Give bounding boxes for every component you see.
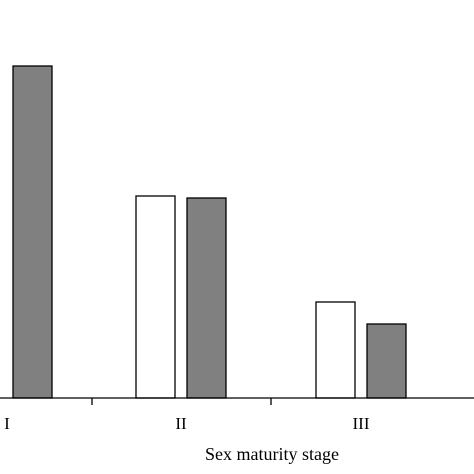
bar-series2-II [186, 197, 227, 399]
bar-series2-III [366, 323, 407, 399]
x-axis-ticks [91, 398, 272, 405]
bar-group [12, 65, 407, 399]
bar-series1-III [315, 301, 356, 399]
x-axis-tick-labels: I II III [4, 414, 370, 433]
x-tick-label-III: III [353, 414, 370, 433]
x-tick-label-II: II [175, 414, 187, 433]
bar-series1-II [135, 195, 176, 399]
x-tick-label-I: I [4, 414, 10, 433]
x-axis-label: Sex maturity stage [205, 444, 339, 464]
bar-series2-I [12, 65, 53, 399]
